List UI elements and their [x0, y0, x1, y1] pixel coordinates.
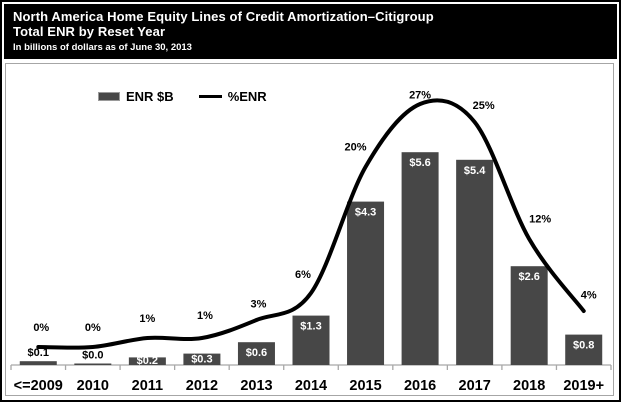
bar-value-label: $5.6 [409, 157, 430, 169]
x-axis-label: 2016 [404, 378, 436, 394]
title-line-1: North America Home Equity Lines of Credi… [13, 9, 434, 24]
bar [510, 266, 548, 365]
bar-value-label: $4.3 [355, 207, 376, 219]
x-axis-label: 2013 [240, 378, 272, 394]
bar [347, 201, 385, 365]
bar [456, 159, 494, 365]
bar-value-label: $0.3 [191, 353, 212, 365]
bar-value-label: $5.4 [464, 165, 486, 177]
percent-label: 3% [251, 299, 267, 311]
bar [128, 357, 166, 365]
legend-line-label: %ENR [227, 89, 267, 104]
bar-value-label: $0.0 [82, 350, 103, 362]
legend-bar-label: ENR $B [126, 89, 174, 104]
percent-label: 12% [529, 214, 551, 226]
percent-label: 6% [295, 269, 311, 281]
bar-value-label: $0.1 [28, 347, 49, 359]
bar-value-label: $1.3 [300, 321, 321, 333]
x-axis-label: 2019+ [563, 378, 604, 394]
x-axis-label: <=2009 [14, 378, 63, 394]
bar-swatch-icon [98, 92, 120, 101]
legend-item-line: %ENR [198, 89, 267, 104]
x-axis-label: 2014 [295, 378, 327, 394]
bar-value-label: $0.6 [246, 347, 267, 359]
header: North America Home Equity Lines of Credi… [4, 4, 617, 59]
subtitle: In billions of dollars as of June 30, 20… [13, 42, 192, 53]
x-axis-label: 2015 [349, 378, 381, 394]
bar [19, 361, 57, 365]
percent-label: 1% [139, 313, 155, 325]
bar [401, 152, 439, 365]
bar [292, 315, 330, 365]
x-axis-label: 2010 [77, 378, 109, 394]
bar [183, 353, 221, 365]
bar [565, 334, 603, 365]
x-axis-label: 2018 [513, 378, 545, 394]
percent-label: 20% [345, 142, 367, 154]
legend-item-bar: ENR $B [98, 89, 174, 104]
x-axis-label: 2017 [459, 378, 491, 394]
legend: ENR $B %ENR [98, 89, 267, 104]
bar [74, 363, 112, 365]
bar [237, 342, 275, 365]
percent-label: 27% [409, 90, 431, 102]
x-axis-label: 2012 [186, 378, 218, 394]
title-line-2: Total ENR by Reset Year [13, 24, 166, 39]
bar-value-label: $0.2 [137, 355, 158, 367]
percent-label: 0% [33, 322, 49, 334]
percent-label: 25% [473, 100, 495, 112]
percent-label: 0% [85, 322, 101, 334]
bar-value-label: $2.6 [518, 271, 539, 283]
line-swatch-icon [198, 94, 222, 99]
percent-label: 1% [197, 310, 213, 322]
x-axis-label: 2011 [132, 378, 163, 394]
percent-label: 4% [581, 290, 597, 302]
bar-value-label: $0.8 [573, 340, 594, 352]
percent-enr-curve [36, 98, 586, 350]
